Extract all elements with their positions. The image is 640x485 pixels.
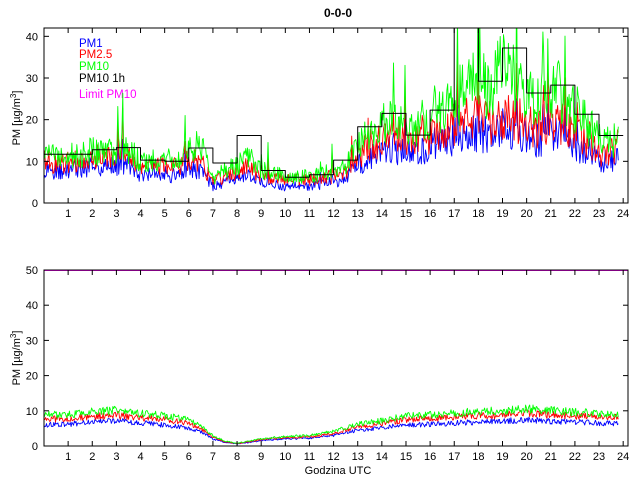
bottom-x-tick-label: 16: [424, 451, 436, 463]
bottom-x-tick-label: 6: [186, 451, 192, 463]
legend-entry-pm1: PM1: [79, 38, 103, 50]
bottom-x-tick-label: 2: [89, 451, 95, 463]
bottom-x-tick-label: 20: [521, 451, 533, 463]
bottom-series-pm1: [44, 416, 619, 445]
legend-entry-pm10-1h: PM10 1h: [79, 73, 125, 85]
bottom-y-axis-label: PM [µg/m3]: [9, 331, 24, 386]
bottom-x-tick-label: 8: [234, 451, 240, 463]
bottom-y-tick-label: 10: [26, 406, 38, 418]
bottom-x-tick-label: 5: [162, 451, 168, 463]
top-x-tick-label: 19: [496, 208, 508, 220]
bottom-y-tick-label: 0: [32, 441, 38, 453]
bottom-x-tick-label: 7: [210, 451, 216, 463]
top-x-tick-label: 17: [448, 208, 460, 220]
top-x-tick-label: 21: [545, 208, 557, 220]
top-x-tick-label: 12: [327, 208, 339, 220]
bottom-y-tick-label: 40: [26, 300, 38, 312]
bottom-y-tick-label: 30: [26, 335, 38, 347]
top-x-tick-label: 5: [162, 208, 168, 220]
top-x-tick-label: 11: [304, 208, 315, 220]
top-y-tick-label: 0: [32, 198, 38, 210]
bottom-x-tick-label: 10: [279, 451, 291, 463]
top-axes-frame: [43, 27, 629, 204]
top-x-tick-label: 16: [424, 208, 436, 220]
bottom-x-tick-label: 14: [376, 451, 388, 463]
top-x-tick-label: 14: [376, 208, 388, 220]
bottom-x-tick-label: 1: [65, 451, 71, 463]
bottom-x-tick-label: 13: [352, 451, 364, 463]
top-series-pm10: [44, 28, 619, 185]
top-y-tick-label: 10: [26, 156, 38, 168]
top-x-tick-label: 3: [113, 208, 119, 220]
bottom-y-tick-label: 50: [26, 265, 38, 277]
bottom-y-tick-label: 20: [26, 371, 38, 383]
top-y-axis-label: PM [µg/m3]: [9, 91, 24, 146]
bottom-x-tick-label: 19: [496, 451, 508, 463]
top-x-tick-label: 18: [472, 208, 484, 220]
bottom-series-pm10: [44, 404, 619, 444]
bottom-x-axis-label: Godzina UTC: [305, 465, 372, 477]
bottom-x-tick-label: 11: [304, 451, 315, 463]
top-y-tick-label: 20: [26, 115, 38, 127]
top-x-tick-label: 10: [279, 208, 291, 220]
legend-entry-limit-pm10: Limit PM10: [79, 89, 137, 101]
bottom-x-tick-label: 22: [569, 451, 581, 463]
bottom-x-tick-label: 23: [593, 451, 605, 463]
bottom-x-tick-label: 24: [617, 451, 629, 463]
top-x-tick-label: 24: [617, 208, 629, 220]
bottom-x-tick-label: 21: [545, 451, 557, 463]
top-chart-title: 0-0-0: [324, 6, 352, 20]
top-x-tick-label: 9: [258, 208, 264, 220]
top-x-tick-label: 4: [137, 208, 143, 220]
bottom-x-tick-label: 12: [327, 451, 339, 463]
top-x-tick-label: 23: [593, 208, 605, 220]
legend-entry-pm10: PM10: [79, 61, 109, 73]
top-x-tick-label: 6: [186, 208, 192, 220]
chart-marks: 1 2 3 4 5 6 7 8 9 10 11 12 13 14 15 16 17 18 19 20 21 22 23 240…: [26, 27, 629, 463]
top-x-tick-label: 1: [65, 208, 71, 220]
top-x-tick-label: 13: [352, 208, 364, 220]
legend-entry-pm25: PM2.5: [79, 49, 112, 61]
top-x-tick-label: 7: [210, 208, 216, 220]
top-x-tick-label: 15: [400, 208, 412, 220]
top-x-tick-label: 20: [521, 208, 533, 220]
bottom-x-tick-label: 4: [137, 451, 143, 463]
bottom-axes-frame: [43, 269, 629, 447]
top-y-tick-label: 30: [26, 73, 38, 85]
top-x-tick-label: 22: [569, 208, 581, 220]
top-y-tick-label: 40: [26, 31, 38, 43]
top-x-tick-label: 8: [234, 208, 240, 220]
bottom-series-pm2-5: [44, 409, 619, 445]
top-series-pm10-1h: [44, 28, 624, 178]
bottom-x-tick-label: 3: [113, 451, 119, 463]
bottom-x-tick-label: 17: [448, 451, 460, 463]
top-x-tick-label: 2: [89, 208, 95, 220]
bottom-x-tick-label: 18: [472, 451, 484, 463]
bottom-x-tick-label: 15: [400, 451, 412, 463]
bottom-x-tick-label: 9: [258, 451, 264, 463]
